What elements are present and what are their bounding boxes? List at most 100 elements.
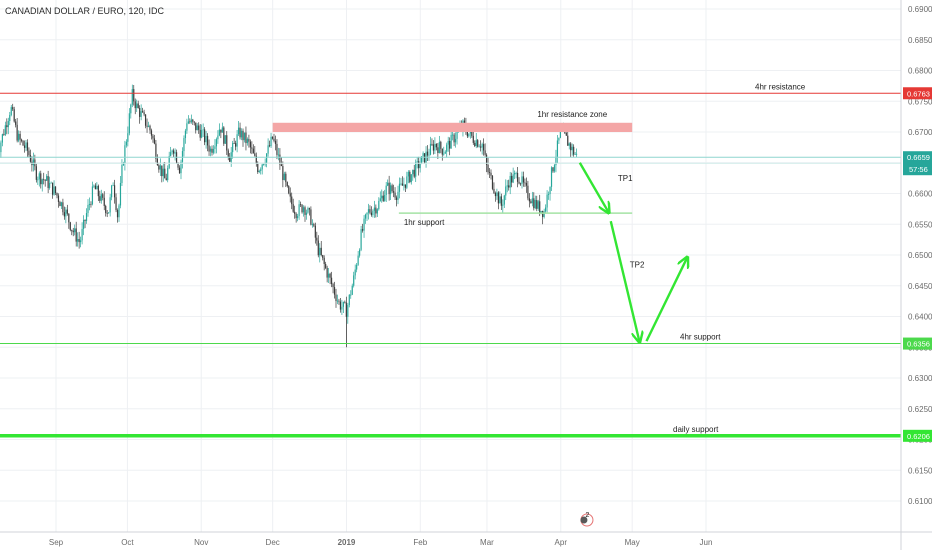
projection-arrow[interactable]: [609, 220, 640, 341]
candle-body: [528, 198, 530, 202]
candle-body: [444, 151, 446, 154]
price-tick-label: 0.6700: [908, 128, 932, 137]
candle-body: [201, 130, 203, 138]
candle-body: [142, 111, 144, 113]
candle-body: [487, 164, 489, 173]
candle-body: [475, 140, 477, 147]
resistance-zone-1hr[interactable]: [272, 122, 633, 132]
candle-body: [341, 306, 343, 310]
candles: [0, 84, 578, 348]
candle-body: [158, 165, 160, 170]
projection-arrow[interactable]: [578, 162, 609, 212]
level-badge-value: 0.6356: [907, 340, 930, 349]
projection-arrow[interactable]: [645, 258, 686, 342]
candle-body: [450, 134, 452, 149]
price-tick-label: 0.6600: [908, 190, 932, 199]
candle-body: [77, 239, 79, 242]
candle-body: [360, 229, 362, 250]
candle-body: [23, 145, 26, 148]
chart-title: CANADIAN DOLLAR / EURO, 120, IDC: [5, 6, 165, 16]
candle-body: [211, 148, 213, 153]
time-tick-label: Nov: [194, 538, 208, 547]
candle-body: [512, 174, 514, 183]
candle-body: [184, 130, 187, 139]
candle-body: [88, 204, 91, 205]
candle-body: [46, 176, 48, 181]
level-label: daily support: [673, 425, 719, 434]
candle-body: [133, 89, 135, 102]
candle-body: [232, 143, 234, 153]
candle-body: [338, 300, 340, 302]
candle-body: [395, 197, 398, 200]
candle-body: [308, 208, 311, 210]
candle-body: [447, 140, 449, 145]
resistance-zone-label: 1hr resistance zone: [537, 110, 607, 119]
candle-body: [316, 237, 318, 241]
candle-body: [369, 209, 371, 213]
candle-body: [80, 240, 82, 243]
price-tick-label: 0.6250: [908, 405, 932, 414]
candle-body: [291, 196, 293, 205]
candle-body: [97, 185, 99, 197]
candle-body: [193, 121, 195, 123]
candle-body: [240, 130, 243, 138]
candle-body: [243, 132, 246, 141]
candle-body: [285, 173, 287, 183]
candle-body: [149, 125, 151, 131]
candle-body: [553, 165, 556, 172]
candle-body: [20, 139, 23, 141]
level-badge-value: 0.6206: [907, 432, 930, 441]
candle-body: [161, 165, 163, 177]
candle-body: [432, 144, 435, 151]
candle-body: [499, 196, 501, 204]
candle-body: [66, 209, 68, 214]
candle-body: [56, 192, 58, 196]
candle-body: [74, 228, 76, 233]
candle-body: [28, 150, 30, 156]
candle-body: [288, 186, 290, 194]
events-count: 2: [585, 512, 589, 519]
time-axis[interactable]: Sep Oct Nov Dec 2019 Feb Mar Apr May Jun: [49, 538, 713, 547]
candle-body: [480, 146, 482, 148]
candle-body: [155, 143, 157, 159]
candle-body: [397, 191, 399, 200]
candle-body: [94, 185, 96, 190]
candle-body: [484, 150, 486, 155]
candle-body: [131, 89, 133, 105]
candle-body: [226, 135, 228, 151]
candle-body: [147, 125, 150, 127]
candle-body: [41, 179, 43, 185]
candle-body: [229, 156, 231, 162]
candle-body: [388, 182, 390, 195]
candle-body: [490, 172, 492, 176]
candle-body: [177, 163, 179, 168]
price-tick-label: 0.6400: [908, 313, 932, 322]
candle-body: [239, 127, 241, 138]
candle-body: [9, 115, 11, 122]
candle-body: [431, 143, 433, 145]
candle-body: [202, 129, 204, 131]
candle-body: [65, 209, 67, 217]
candle-body: [251, 147, 253, 149]
candle-body: [153, 138, 156, 144]
price-tick-label: 0.6150: [908, 466, 932, 475]
candle-body: [422, 153, 424, 157]
candle-body: [361, 229, 364, 231]
candle-body: [418, 161, 420, 169]
tp2-label: TP2: [630, 260, 645, 269]
candle-body: [224, 135, 226, 144]
time-tick-label: Mar: [480, 538, 494, 547]
candle-body: [429, 143, 432, 155]
candle-body: [144, 114, 147, 126]
candle-body: [565, 132, 567, 136]
candle-body: [214, 146, 216, 149]
candle-body: [75, 228, 77, 242]
candle-body: [37, 179, 39, 181]
candle-body: [186, 123, 188, 131]
candle-body: [403, 184, 405, 186]
overlays: 1hr resistance zone 1hr support 4hr resist…: [0, 82, 901, 527]
tp1-label: TP1: [618, 174, 633, 183]
candle-body: [170, 152, 172, 157]
candle-body: [96, 185, 98, 190]
